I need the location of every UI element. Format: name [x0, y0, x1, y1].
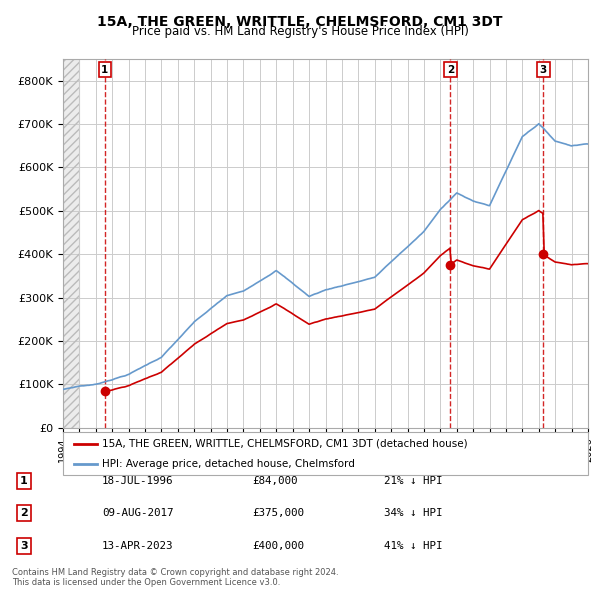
Text: 2: 2: [20, 509, 28, 518]
Text: 15A, THE GREEN, WRITTLE, CHELMSFORD, CM1 3DT: 15A, THE GREEN, WRITTLE, CHELMSFORD, CM1…: [97, 15, 503, 29]
FancyBboxPatch shape: [63, 432, 588, 475]
Text: 41% ↓ HPI: 41% ↓ HPI: [384, 541, 443, 550]
Text: £375,000: £375,000: [252, 509, 304, 518]
Text: 3: 3: [540, 64, 547, 74]
Text: 2: 2: [446, 64, 454, 74]
Text: 21% ↓ HPI: 21% ↓ HPI: [384, 476, 443, 486]
Text: Contains HM Land Registry data © Crown copyright and database right 2024.
This d: Contains HM Land Registry data © Crown c…: [12, 568, 338, 587]
Text: Price paid vs. HM Land Registry's House Price Index (HPI): Price paid vs. HM Land Registry's House …: [131, 25, 469, 38]
Text: 13-APR-2023: 13-APR-2023: [102, 541, 173, 550]
Text: £84,000: £84,000: [252, 476, 298, 486]
Bar: [63, 59, 79, 428]
Text: 18-JUL-1996: 18-JUL-1996: [102, 476, 173, 486]
Text: 09-AUG-2017: 09-AUG-2017: [102, 509, 173, 518]
Text: HPI: Average price, detached house, Chelmsford: HPI: Average price, detached house, Chel…: [103, 460, 355, 469]
Text: 15A, THE GREEN, WRITTLE, CHELMSFORD, CM1 3DT (detached house): 15A, THE GREEN, WRITTLE, CHELMSFORD, CM1…: [103, 439, 468, 449]
Bar: [63, 59, 79, 428]
Text: £400,000: £400,000: [252, 541, 304, 550]
Text: 3: 3: [20, 541, 28, 550]
Text: 1: 1: [20, 476, 28, 486]
Text: 34% ↓ HPI: 34% ↓ HPI: [384, 509, 443, 518]
Text: 1: 1: [101, 64, 109, 74]
